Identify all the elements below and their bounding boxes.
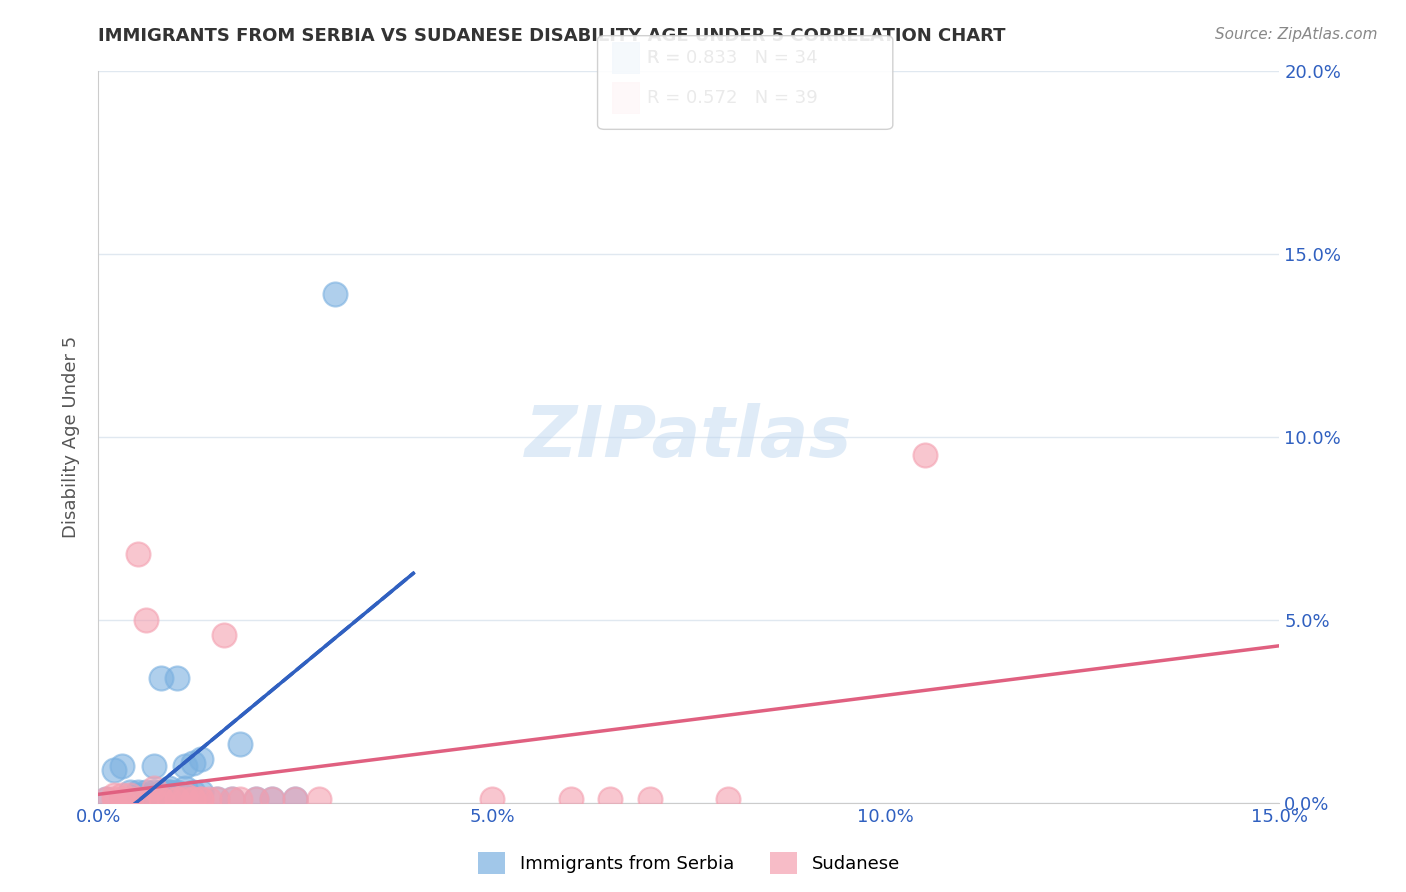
Point — [127, 792, 149, 806]
Point — [245, 792, 267, 806]
Point — [190, 792, 212, 806]
Point — [111, 759, 134, 773]
Point — [111, 792, 134, 806]
Text: R = 0.833   N = 34: R = 0.833 N = 34 — [647, 49, 817, 67]
Text: Source: ZipAtlas.com: Source: ZipAtlas.com — [1215, 27, 1378, 42]
Point — [135, 613, 157, 627]
Point — [150, 672, 173, 686]
Point — [142, 759, 165, 773]
Y-axis label: Disability Age Under 5: Disability Age Under 5 — [62, 336, 80, 538]
Point — [127, 547, 149, 561]
Point — [135, 792, 157, 806]
Point — [229, 792, 252, 806]
Point — [157, 785, 180, 799]
Point — [174, 759, 197, 773]
Point — [214, 627, 236, 641]
Point — [284, 792, 307, 806]
Point — [221, 792, 243, 806]
Point — [142, 781, 165, 796]
Point — [150, 792, 173, 806]
Point — [308, 792, 330, 806]
Point — [142, 792, 165, 806]
Point — [142, 785, 165, 799]
Point — [127, 785, 149, 799]
Point — [205, 792, 228, 806]
Point — [481, 792, 503, 806]
Point — [166, 792, 188, 806]
Point — [103, 763, 125, 777]
Point — [197, 792, 219, 806]
Point — [205, 792, 228, 806]
Point — [245, 792, 267, 806]
Point — [174, 789, 197, 803]
Point — [150, 785, 173, 799]
Point — [323, 287, 346, 301]
Point — [135, 792, 157, 806]
Point — [157, 792, 180, 806]
Point — [118, 792, 141, 806]
Point — [260, 792, 283, 806]
Point — [127, 789, 149, 803]
Point — [717, 792, 740, 806]
Text: IMMIGRANTS FROM SERBIA VS SUDANESE DISABILITY AGE UNDER 5 CORRELATION CHART: IMMIGRANTS FROM SERBIA VS SUDANESE DISAB… — [98, 27, 1005, 45]
Point — [174, 781, 197, 796]
Point — [111, 789, 134, 803]
Point — [181, 792, 204, 806]
Point — [190, 785, 212, 799]
Point — [599, 792, 621, 806]
Point — [166, 785, 188, 799]
Point — [229, 737, 252, 751]
Text: R =: R = — [647, 49, 686, 67]
Point — [174, 792, 197, 806]
Point — [560, 792, 582, 806]
Point — [142, 792, 165, 806]
Point — [118, 789, 141, 803]
Point — [135, 789, 157, 803]
Point — [166, 672, 188, 686]
Point — [96, 792, 118, 806]
Point — [181, 756, 204, 770]
Point — [284, 792, 307, 806]
Point — [260, 792, 283, 806]
Point — [221, 792, 243, 806]
Point — [103, 792, 125, 806]
Point — [118, 785, 141, 799]
Point — [157, 781, 180, 796]
Legend: Immigrants from Serbia, Sudanese: Immigrants from Serbia, Sudanese — [471, 845, 907, 881]
Point — [181, 785, 204, 799]
Point — [181, 792, 204, 806]
Point — [118, 792, 141, 806]
Point — [135, 785, 157, 799]
Text: ZIPatlas: ZIPatlas — [526, 402, 852, 472]
Point — [914, 449, 936, 463]
Point — [166, 792, 188, 806]
Point — [150, 792, 173, 806]
Point — [190, 792, 212, 806]
Point — [638, 792, 661, 806]
Text: R = 0.572   N = 39: R = 0.572 N = 39 — [647, 89, 817, 107]
Point — [96, 792, 118, 806]
Point — [103, 789, 125, 803]
Point — [157, 785, 180, 799]
Point — [142, 789, 165, 803]
Point — [190, 752, 212, 766]
